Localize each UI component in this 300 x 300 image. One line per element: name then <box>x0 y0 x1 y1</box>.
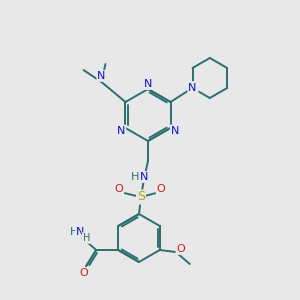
Text: O: O <box>80 268 88 278</box>
Text: H: H <box>82 233 90 243</box>
Text: H: H <box>131 172 139 182</box>
Text: N: N <box>97 71 106 81</box>
Text: O: O <box>176 244 185 254</box>
Text: N: N <box>76 227 84 237</box>
Text: N: N <box>144 79 152 89</box>
Text: N: N <box>140 172 148 182</box>
Text: O: O <box>157 184 165 194</box>
Text: S: S <box>137 190 145 203</box>
Text: N: N <box>189 82 198 92</box>
Text: N: N <box>117 125 125 136</box>
Text: N: N <box>188 83 197 93</box>
Text: O: O <box>115 184 123 194</box>
Text: H: H <box>70 227 78 237</box>
Text: N: N <box>171 125 179 136</box>
